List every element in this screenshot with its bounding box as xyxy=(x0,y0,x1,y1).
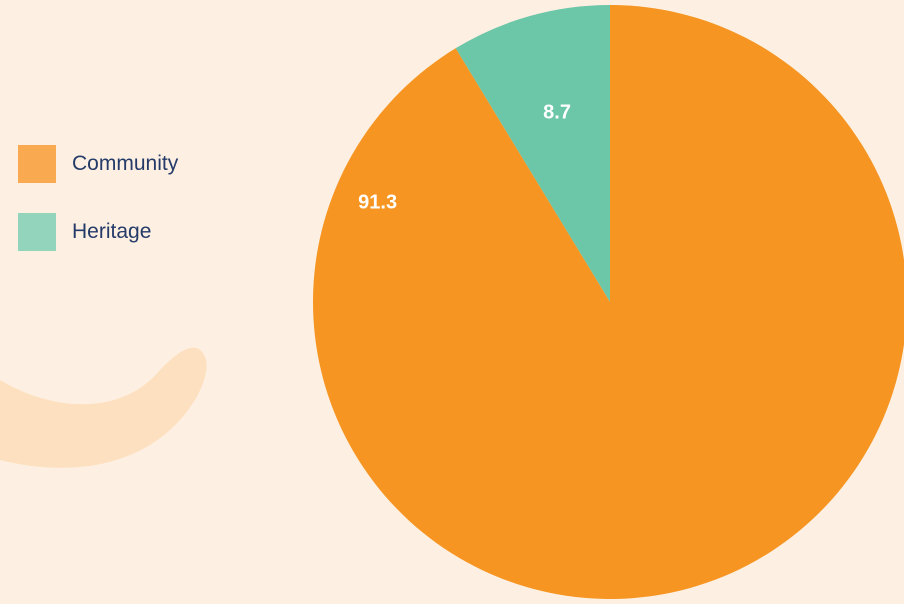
decorative-swoosh-shape xyxy=(0,347,207,468)
legend-swatch-heritage xyxy=(18,213,56,251)
pie-data-labels: 8.7 91.3 xyxy=(358,102,571,214)
legend-swatch-community xyxy=(18,145,56,183)
legend-item-heritage: Heritage xyxy=(18,213,178,251)
legend-label-heritage: Heritage xyxy=(72,220,152,243)
pie-slice-community xyxy=(313,5,904,599)
pie-slice-heritage xyxy=(455,5,610,302)
legend-label-community: Community xyxy=(72,152,179,175)
data-label-community: 91.3 xyxy=(358,192,397,214)
pie-slices xyxy=(313,5,904,599)
data-label-heritage: 8.7 xyxy=(543,102,571,124)
legend-item-community: Community xyxy=(18,145,178,183)
legend: Community Heritage xyxy=(18,145,178,251)
